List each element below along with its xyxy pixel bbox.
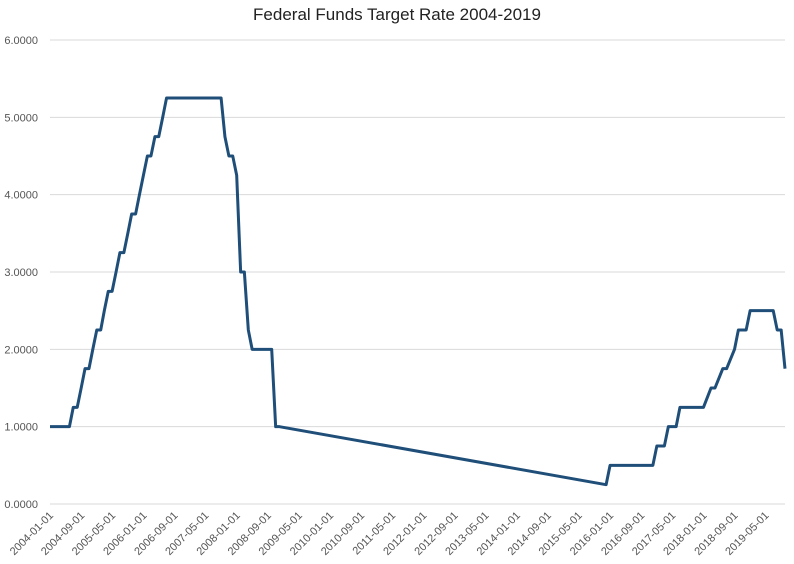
y-tick-label: 2.0000 bbox=[4, 344, 38, 356]
y-tick-label: 5.0000 bbox=[4, 112, 38, 124]
y-tick-label: 6.0000 bbox=[4, 35, 38, 47]
x-axis-tick-labels: 2004-01-012004-09-012005-05-012006-01-01… bbox=[8, 510, 772, 558]
y-tick-label: 0.0000 bbox=[4, 499, 38, 511]
y-tick-label: 3.0000 bbox=[4, 267, 38, 279]
y-axis-tick-labels: 0.0000 1.0000 2.0000 3.0000 4.0000 5.0000 6.00… bbox=[4, 35, 38, 511]
gridlines bbox=[50, 39, 785, 428]
y-tick-label: 1.0000 bbox=[4, 422, 38, 434]
series-line-federal-funds-rate bbox=[50, 96, 787, 487]
chart-title: Federal Funds Target Rate 2004-2019 bbox=[253, 5, 541, 24]
y-tick-label: 4.0000 bbox=[4, 190, 38, 202]
